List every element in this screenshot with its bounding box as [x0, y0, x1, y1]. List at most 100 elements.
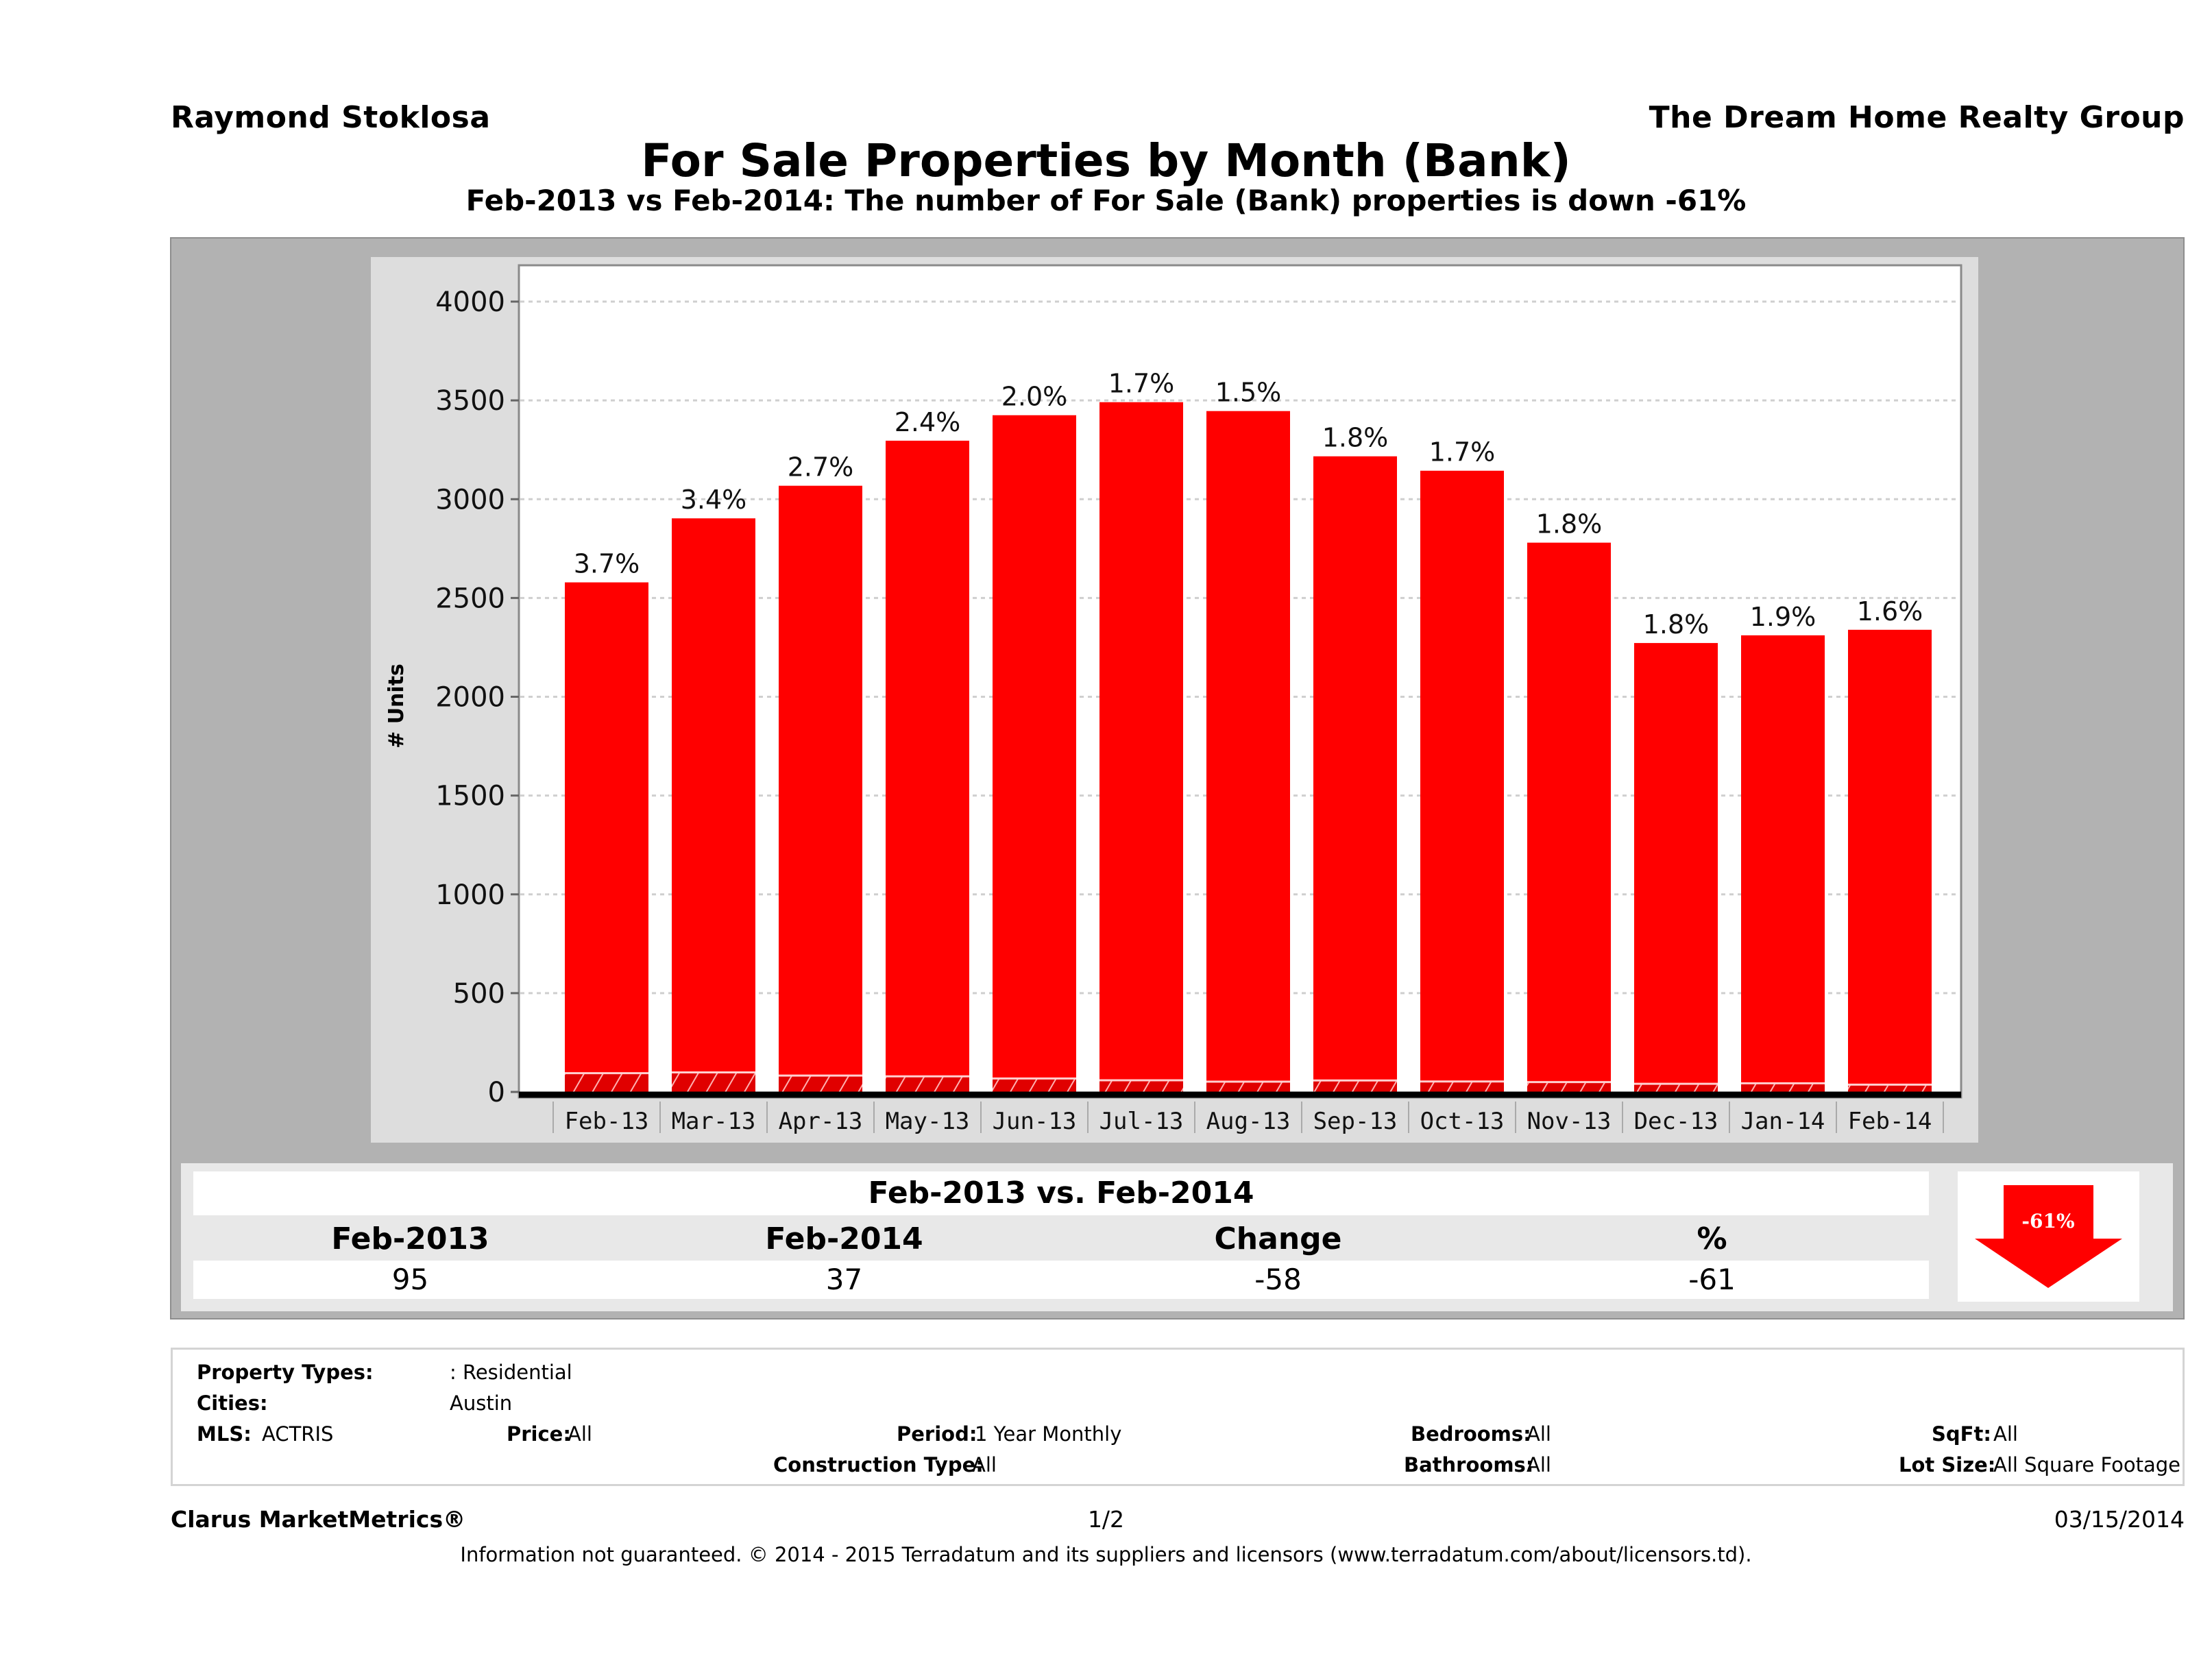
- y-axis-ticks: 0 500 1000 1500 2000 2500 3000 3500 4000: [435, 287, 519, 1108]
- bar-bank: [1420, 1081, 1504, 1092]
- change-badge: -61%: [1958, 1171, 2139, 1302]
- y-tick-label: 3000: [435, 484, 505, 515]
- comparison-panel: Feb-2013 vs. Feb-2014 Feb-2013 Feb-2014 …: [181, 1163, 2173, 1311]
- data-label: 1.7%: [1429, 437, 1496, 467]
- price-value: All: [568, 1422, 592, 1446]
- lot-size-label: Lot Size:: [1899, 1453, 1996, 1476]
- footer-brand: Clarus MarketMetrics®: [171, 1506, 466, 1533]
- bar-bank: [1634, 1084, 1718, 1092]
- x-tick-label: Aug-13: [1206, 1108, 1291, 1135]
- value-percent: -61: [1495, 1261, 1929, 1299]
- data-label: 1.8%: [1643, 609, 1710, 640]
- price-label: Price:: [507, 1422, 571, 1446]
- report-subtitle: Feb-2013 vs Feb-2014: The number of For …: [465, 184, 1747, 217]
- bar-bank: [1206, 1082, 1290, 1092]
- data-label: 1.8%: [1536, 509, 1603, 539]
- bar-bank: [565, 1073, 648, 1092]
- x-tick-label: Sep-13: [1313, 1108, 1398, 1135]
- x-tick-label: Jan-14: [1741, 1108, 1825, 1135]
- bathrooms-value: All: [1527, 1453, 1551, 1476]
- chart-panel: 3.7% 3.4% 2.7% 2.4% 2.0% 1.7% 1.5% 1.8% 1.7% 1.8%…: [371, 257, 1978, 1143]
- data-label: 2.0%: [1001, 382, 1068, 412]
- bars: 3.7% 3.4% 2.7% 2.4% 2.0% 1.7% 1.5% 1.8% 1.7% 1.8%…: [519, 369, 1961, 1098]
- bar-bank: [993, 1078, 1076, 1092]
- bar-bank: [1741, 1083, 1825, 1092]
- company-name: The Dream Home Realty Group: [1649, 100, 2185, 135]
- period-label: Period:: [897, 1422, 977, 1446]
- bedrooms-value: All: [1527, 1422, 1551, 1446]
- value-feb-2014: 37: [627, 1261, 1061, 1299]
- bar-total: [1527, 542, 1611, 1092]
- disclaimer: Information not guaranteed. © 2014 - 201…: [460, 1543, 1752, 1566]
- bar-bank: [1848, 1084, 1932, 1092]
- construction-type-label: Construction Type:: [773, 1453, 984, 1476]
- bar-bank: [1099, 1080, 1183, 1092]
- bar-total: [672, 518, 755, 1092]
- bar-total: [565, 582, 648, 1092]
- data-label: 1.8%: [1322, 423, 1389, 453]
- x-tick-label: Nov-13: [1527, 1108, 1612, 1135]
- bar-bank: [886, 1076, 969, 1092]
- bar-total: [1313, 456, 1397, 1092]
- data-label: 1.5%: [1215, 378, 1282, 408]
- sqft-label: SqFt:: [1932, 1422, 1991, 1446]
- report-date: 03/15/2014: [2054, 1506, 2185, 1533]
- x-tick-label: Mar-13: [672, 1108, 756, 1135]
- property-types-value: : Residential: [450, 1361, 572, 1384]
- x-axis-labels: Feb-13 Mar-13 Apr-13 May-13 Jun-13 Jul-13 Aug-…: [552, 1102, 1944, 1135]
- data-label: 3.4%: [681, 485, 747, 515]
- y-tick-label: 1500: [435, 781, 505, 812]
- cities-label: Cities:: [197, 1391, 268, 1415]
- x-tick-label: May-13: [886, 1108, 970, 1135]
- data-label: 3.7%: [574, 549, 640, 579]
- value-feb-2013: 95: [193, 1261, 627, 1299]
- construction-type-value: All: [972, 1453, 997, 1476]
- comparison-title: Feb-2013 vs. Feb-2014: [193, 1171, 1929, 1215]
- x-tick-label: Feb-13: [565, 1108, 649, 1135]
- value-change: -58: [1061, 1261, 1495, 1299]
- mls-value: ACTRIS: [262, 1422, 334, 1446]
- bar-bank: [1527, 1082, 1611, 1092]
- bar-total: [779, 485, 862, 1092]
- y-tick-label: 2000: [435, 682, 505, 714]
- period-value: 1 Year Monthly: [975, 1422, 1122, 1446]
- filter-summary: Property Types: : Residential Cities: Au…: [171, 1348, 2185, 1486]
- property-types-label: Property Types:: [197, 1361, 374, 1384]
- y-tick-label: 4000: [435, 287, 505, 318]
- bar-total: [1848, 629, 1932, 1092]
- agent-name: Raymond Stoklosa: [171, 100, 491, 135]
- sqft-value: All: [1993, 1422, 2018, 1446]
- lot-size-value: All Square Footage: [1993, 1453, 2181, 1476]
- bar-total: [1741, 635, 1825, 1092]
- data-label: 2.7%: [788, 452, 854, 483]
- y-tick-label: 2500: [435, 583, 505, 614]
- bar-total: [1099, 402, 1183, 1092]
- bar-total: [993, 415, 1076, 1092]
- header-feb-2013: Feb-2013: [331, 1221, 489, 1256]
- bar-bank: [1313, 1080, 1397, 1092]
- cities-value: Austin: [450, 1391, 513, 1415]
- x-tick-label: Dec-13: [1634, 1108, 1718, 1135]
- header-change: Change: [1214, 1221, 1342, 1256]
- bar-chart: 3.7% 3.4% 2.7% 2.4% 2.0% 1.7% 1.5% 1.8% 1.7% 1.8%…: [385, 264, 1962, 1135]
- x-tick-label: Jul-13: [1099, 1108, 1184, 1135]
- y-tick-label: 3500: [435, 385, 505, 417]
- x-tick-label: Oct-13: [1420, 1108, 1505, 1135]
- bar-total: [1206, 411, 1290, 1092]
- y-tick-label: 0: [488, 1077, 505, 1108]
- mls-label: MLS:: [197, 1422, 252, 1446]
- bar-bank: [672, 1072, 755, 1092]
- page-number: 1/2: [1087, 1506, 1125, 1533]
- bar-total: [1634, 643, 1718, 1092]
- arrow-down-icon: -61%: [1975, 1185, 2122, 1288]
- bathrooms-label: Bathrooms:: [1404, 1453, 1534, 1476]
- x-tick-label: Feb-14: [1848, 1108, 1932, 1135]
- bar-total: [886, 440, 969, 1092]
- y-tick-label: 1000: [435, 879, 505, 911]
- bar-total: [1420, 470, 1504, 1092]
- x-tick-label: Jun-13: [993, 1108, 1077, 1135]
- bedrooms-label: Bedrooms:: [1411, 1422, 1531, 1446]
- header-percent: %: [1697, 1221, 1727, 1256]
- x-tick-label: Apr-13: [779, 1108, 863, 1135]
- badge-text: -61%: [2021, 1210, 2074, 1232]
